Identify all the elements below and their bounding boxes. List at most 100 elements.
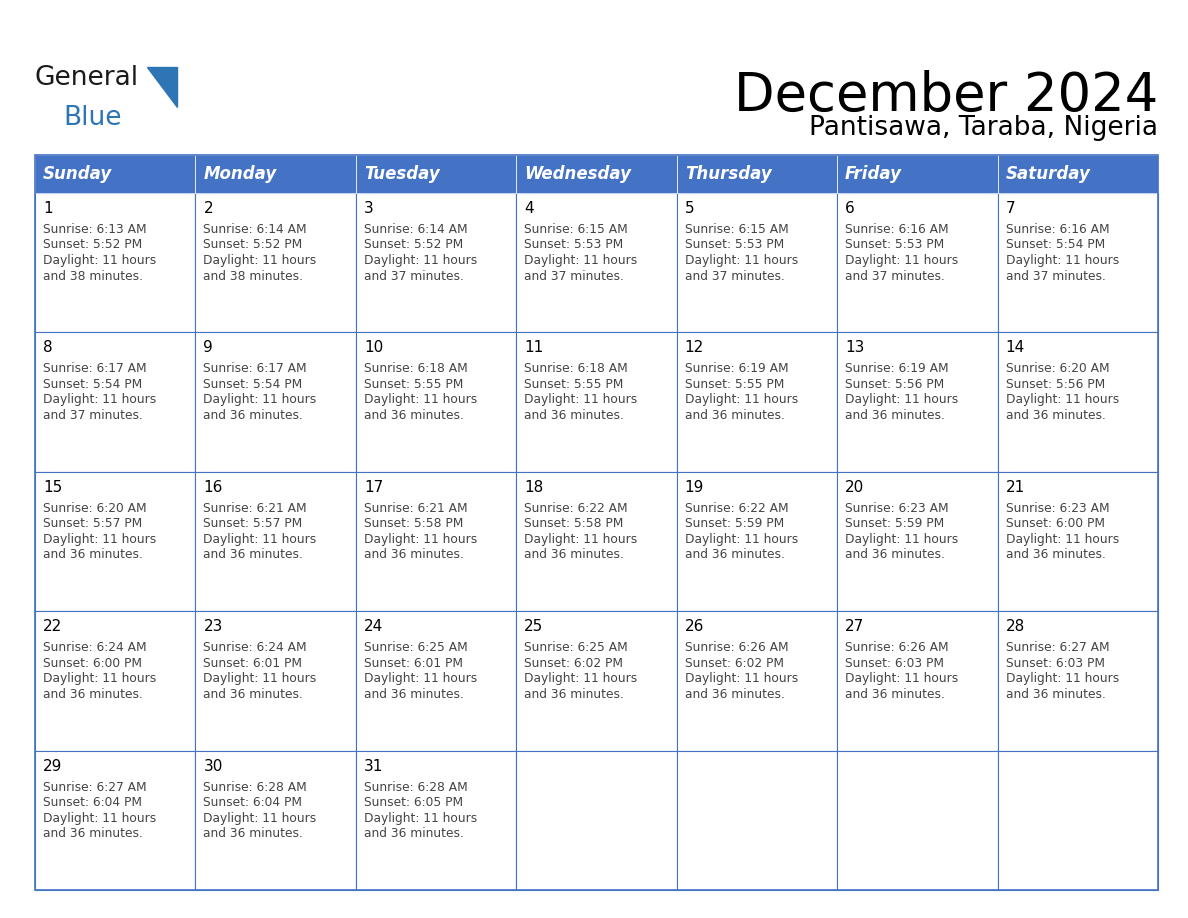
Text: Sunrise: 6:18 AM: Sunrise: 6:18 AM <box>364 363 468 375</box>
Text: 18: 18 <box>524 480 544 495</box>
Text: Sunset: 5:57 PM: Sunset: 5:57 PM <box>203 518 303 531</box>
Text: and 38 minutes.: and 38 minutes. <box>203 270 303 283</box>
Text: Sunrise: 6:26 AM: Sunrise: 6:26 AM <box>845 641 949 655</box>
Text: Sunrise: 6:17 AM: Sunrise: 6:17 AM <box>203 363 307 375</box>
Text: Daylight: 11 hours: Daylight: 11 hours <box>684 672 798 685</box>
Text: and 36 minutes.: and 36 minutes. <box>684 688 784 700</box>
Text: 13: 13 <box>845 341 865 355</box>
Bar <box>838 751 998 890</box>
Text: Sunrise: 6:16 AM: Sunrise: 6:16 AM <box>1005 223 1110 236</box>
Text: Sunrise: 6:13 AM: Sunrise: 6:13 AM <box>43 223 146 236</box>
Text: and 36 minutes.: and 36 minutes. <box>684 548 784 561</box>
Bar <box>356 332 517 472</box>
Bar <box>196 611 356 751</box>
Text: Pantisawa, Taraba, Nigeria: Pantisawa, Taraba, Nigeria <box>809 115 1158 141</box>
Text: Daylight: 11 hours: Daylight: 11 hours <box>845 394 959 407</box>
Text: and 36 minutes.: and 36 minutes. <box>845 409 944 422</box>
Text: Sunset: 5:56 PM: Sunset: 5:56 PM <box>845 378 944 391</box>
Text: Daylight: 11 hours: Daylight: 11 hours <box>203 672 317 685</box>
Bar <box>677 472 838 611</box>
Text: Sunset: 5:59 PM: Sunset: 5:59 PM <box>684 518 784 531</box>
Bar <box>517 751 677 890</box>
Text: Sunset: 5:56 PM: Sunset: 5:56 PM <box>1005 378 1105 391</box>
Text: Daylight: 11 hours: Daylight: 11 hours <box>364 254 478 267</box>
Text: Daylight: 11 hours: Daylight: 11 hours <box>684 394 798 407</box>
Text: and 36 minutes.: and 36 minutes. <box>1005 688 1106 700</box>
Text: 2: 2 <box>203 201 213 216</box>
Text: Daylight: 11 hours: Daylight: 11 hours <box>203 254 317 267</box>
Text: Sunrise: 6:22 AM: Sunrise: 6:22 AM <box>684 502 789 515</box>
Text: and 36 minutes.: and 36 minutes. <box>524 688 624 700</box>
Bar <box>838 472 998 611</box>
Bar <box>196 155 356 193</box>
Text: Sunset: 6:00 PM: Sunset: 6:00 PM <box>43 656 143 670</box>
Bar <box>196 332 356 472</box>
Text: Daylight: 11 hours: Daylight: 11 hours <box>524 672 638 685</box>
Bar <box>998 193 1158 332</box>
Text: Sunrise: 6:19 AM: Sunrise: 6:19 AM <box>845 363 949 375</box>
Bar <box>517 155 677 193</box>
Text: Daylight: 11 hours: Daylight: 11 hours <box>203 532 317 546</box>
Text: 4: 4 <box>524 201 533 216</box>
Text: Daylight: 11 hours: Daylight: 11 hours <box>364 812 478 824</box>
Bar <box>838 193 998 332</box>
Bar <box>356 472 517 611</box>
Text: Sunrise: 6:23 AM: Sunrise: 6:23 AM <box>1005 502 1110 515</box>
Text: Daylight: 11 hours: Daylight: 11 hours <box>684 254 798 267</box>
Text: Daylight: 11 hours: Daylight: 11 hours <box>845 254 959 267</box>
Bar <box>34 155 196 193</box>
Bar <box>677 332 838 472</box>
Bar <box>34 193 196 332</box>
Text: Sunset: 5:58 PM: Sunset: 5:58 PM <box>364 518 463 531</box>
Text: Daylight: 11 hours: Daylight: 11 hours <box>1005 532 1119 546</box>
Text: 7: 7 <box>1005 201 1016 216</box>
Text: and 36 minutes.: and 36 minutes. <box>203 548 303 561</box>
Bar <box>517 472 677 611</box>
Text: and 36 minutes.: and 36 minutes. <box>43 548 143 561</box>
Text: Sunset: 5:52 PM: Sunset: 5:52 PM <box>364 239 463 252</box>
Text: Sunrise: 6:21 AM: Sunrise: 6:21 AM <box>203 502 307 515</box>
Text: Sunset: 5:53 PM: Sunset: 5:53 PM <box>845 239 944 252</box>
Text: 8: 8 <box>43 341 52 355</box>
Text: and 37 minutes.: and 37 minutes. <box>1005 270 1106 283</box>
Text: 29: 29 <box>43 758 63 774</box>
Bar <box>838 332 998 472</box>
Text: Sunrise: 6:15 AM: Sunrise: 6:15 AM <box>524 223 628 236</box>
Text: Sunset: 6:01 PM: Sunset: 6:01 PM <box>364 656 463 670</box>
Text: Sunrise: 6:26 AM: Sunrise: 6:26 AM <box>684 641 789 655</box>
Bar <box>838 611 998 751</box>
Bar <box>196 751 356 890</box>
Text: Sunset: 5:52 PM: Sunset: 5:52 PM <box>43 239 143 252</box>
Text: Sunset: 6:00 PM: Sunset: 6:00 PM <box>1005 518 1105 531</box>
Text: Sunset: 5:55 PM: Sunset: 5:55 PM <box>684 378 784 391</box>
Text: 26: 26 <box>684 620 704 634</box>
Text: Sunrise: 6:24 AM: Sunrise: 6:24 AM <box>203 641 307 655</box>
Bar <box>998 472 1158 611</box>
Bar <box>34 472 196 611</box>
Text: Sunrise: 6:24 AM: Sunrise: 6:24 AM <box>43 641 146 655</box>
Text: Sunrise: 6:25 AM: Sunrise: 6:25 AM <box>524 641 628 655</box>
Text: Daylight: 11 hours: Daylight: 11 hours <box>524 532 638 546</box>
Text: Daylight: 11 hours: Daylight: 11 hours <box>364 532 478 546</box>
Bar <box>677 611 838 751</box>
Bar <box>998 751 1158 890</box>
Text: and 36 minutes.: and 36 minutes. <box>203 827 303 840</box>
Bar <box>998 611 1158 751</box>
Text: Daylight: 11 hours: Daylight: 11 hours <box>845 532 959 546</box>
Text: Sunset: 5:53 PM: Sunset: 5:53 PM <box>684 239 784 252</box>
Text: Sunset: 6:04 PM: Sunset: 6:04 PM <box>203 796 303 809</box>
Text: and 37 minutes.: and 37 minutes. <box>845 270 944 283</box>
Text: Sunset: 5:52 PM: Sunset: 5:52 PM <box>203 239 303 252</box>
Bar <box>998 332 1158 472</box>
Bar <box>34 155 1158 890</box>
Text: 1: 1 <box>43 201 52 216</box>
Text: 20: 20 <box>845 480 865 495</box>
Text: Daylight: 11 hours: Daylight: 11 hours <box>1005 394 1119 407</box>
Text: and 38 minutes.: and 38 minutes. <box>43 270 143 283</box>
Text: Sunset: 5:57 PM: Sunset: 5:57 PM <box>43 518 143 531</box>
Text: 15: 15 <box>43 480 62 495</box>
Text: and 36 minutes.: and 36 minutes. <box>203 688 303 700</box>
Text: and 36 minutes.: and 36 minutes. <box>43 688 143 700</box>
Text: and 36 minutes.: and 36 minutes. <box>364 409 463 422</box>
Text: Sunset: 5:53 PM: Sunset: 5:53 PM <box>524 239 624 252</box>
